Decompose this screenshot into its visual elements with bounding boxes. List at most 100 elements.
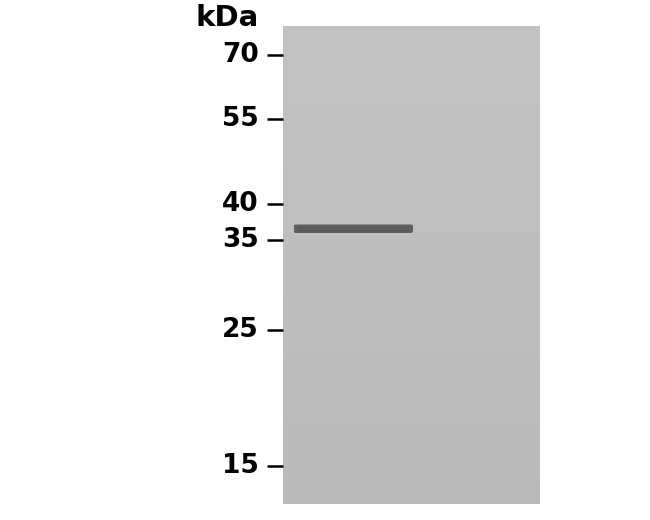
Bar — [283, 354, 540, 355]
Bar — [283, 425, 540, 426]
Bar — [283, 124, 540, 125]
Bar — [283, 402, 540, 404]
Bar — [283, 183, 540, 184]
Bar — [283, 392, 540, 393]
Bar — [283, 112, 540, 113]
Bar — [283, 398, 540, 399]
Bar — [283, 413, 540, 415]
Bar — [283, 319, 540, 320]
Bar — [283, 150, 540, 152]
Bar — [283, 155, 540, 157]
Bar — [283, 278, 540, 280]
Bar — [283, 397, 540, 398]
Bar — [283, 385, 540, 386]
Bar — [283, 88, 540, 89]
Bar — [283, 241, 540, 242]
Bar — [283, 118, 540, 119]
Bar — [283, 316, 540, 317]
Bar — [283, 113, 540, 114]
Bar — [283, 179, 540, 180]
Bar — [283, 58, 540, 59]
FancyBboxPatch shape — [294, 227, 412, 231]
Bar — [283, 142, 540, 143]
Bar — [283, 341, 540, 342]
Bar — [283, 189, 540, 190]
Bar — [283, 284, 540, 285]
Bar — [283, 420, 540, 421]
Bar — [283, 469, 540, 470]
Bar — [283, 317, 540, 318]
Bar — [283, 374, 540, 375]
Bar — [283, 248, 540, 249]
Bar — [283, 45, 540, 46]
Bar — [283, 196, 540, 197]
Bar — [283, 461, 540, 463]
Bar — [283, 242, 540, 244]
Bar — [283, 212, 540, 213]
Bar — [283, 239, 540, 240]
Bar — [283, 372, 540, 373]
Bar — [283, 266, 540, 268]
Bar — [283, 376, 540, 378]
Bar — [283, 321, 540, 322]
Bar — [283, 280, 540, 281]
Bar — [283, 131, 540, 133]
Bar — [283, 346, 540, 348]
Bar — [283, 352, 540, 353]
Bar — [283, 51, 540, 53]
Bar — [283, 68, 540, 69]
Bar — [283, 353, 540, 354]
Bar — [283, 137, 540, 138]
Bar — [283, 111, 540, 112]
Bar — [283, 157, 540, 158]
Bar — [283, 310, 540, 312]
Bar — [283, 31, 540, 32]
Bar — [283, 361, 540, 362]
Bar — [283, 476, 540, 477]
Bar — [283, 259, 540, 261]
Bar — [283, 429, 540, 430]
Bar — [283, 69, 540, 70]
Bar — [283, 293, 540, 294]
Bar — [283, 105, 540, 106]
Bar — [283, 362, 540, 363]
Bar — [283, 313, 540, 314]
Bar — [283, 495, 540, 496]
Bar — [283, 492, 540, 493]
Bar — [283, 411, 540, 412]
Bar — [283, 410, 540, 411]
Bar — [283, 146, 540, 147]
Bar — [283, 226, 540, 227]
Bar — [283, 135, 540, 136]
Bar — [283, 358, 540, 360]
Bar — [283, 153, 540, 154]
FancyBboxPatch shape — [294, 227, 412, 230]
Bar — [283, 181, 540, 183]
Bar — [283, 123, 540, 124]
Bar — [283, 119, 540, 121]
Bar — [283, 209, 540, 210]
Bar — [283, 472, 540, 473]
Bar — [283, 470, 540, 471]
FancyBboxPatch shape — [294, 226, 412, 231]
Bar — [283, 445, 540, 446]
Bar — [283, 320, 540, 321]
Bar — [283, 125, 540, 126]
Bar — [283, 415, 540, 416]
Bar — [283, 143, 540, 145]
Bar — [283, 309, 540, 310]
Bar — [283, 224, 540, 225]
Bar — [283, 30, 540, 31]
FancyBboxPatch shape — [294, 227, 412, 230]
Bar — [283, 436, 540, 437]
Bar — [283, 220, 540, 221]
Bar — [283, 98, 540, 99]
Bar — [283, 502, 540, 503]
Bar — [283, 174, 540, 175]
Bar — [283, 140, 540, 141]
Bar — [283, 128, 540, 129]
Bar — [283, 283, 540, 284]
Bar — [283, 262, 540, 263]
FancyBboxPatch shape — [294, 226, 412, 232]
FancyBboxPatch shape — [294, 225, 412, 232]
